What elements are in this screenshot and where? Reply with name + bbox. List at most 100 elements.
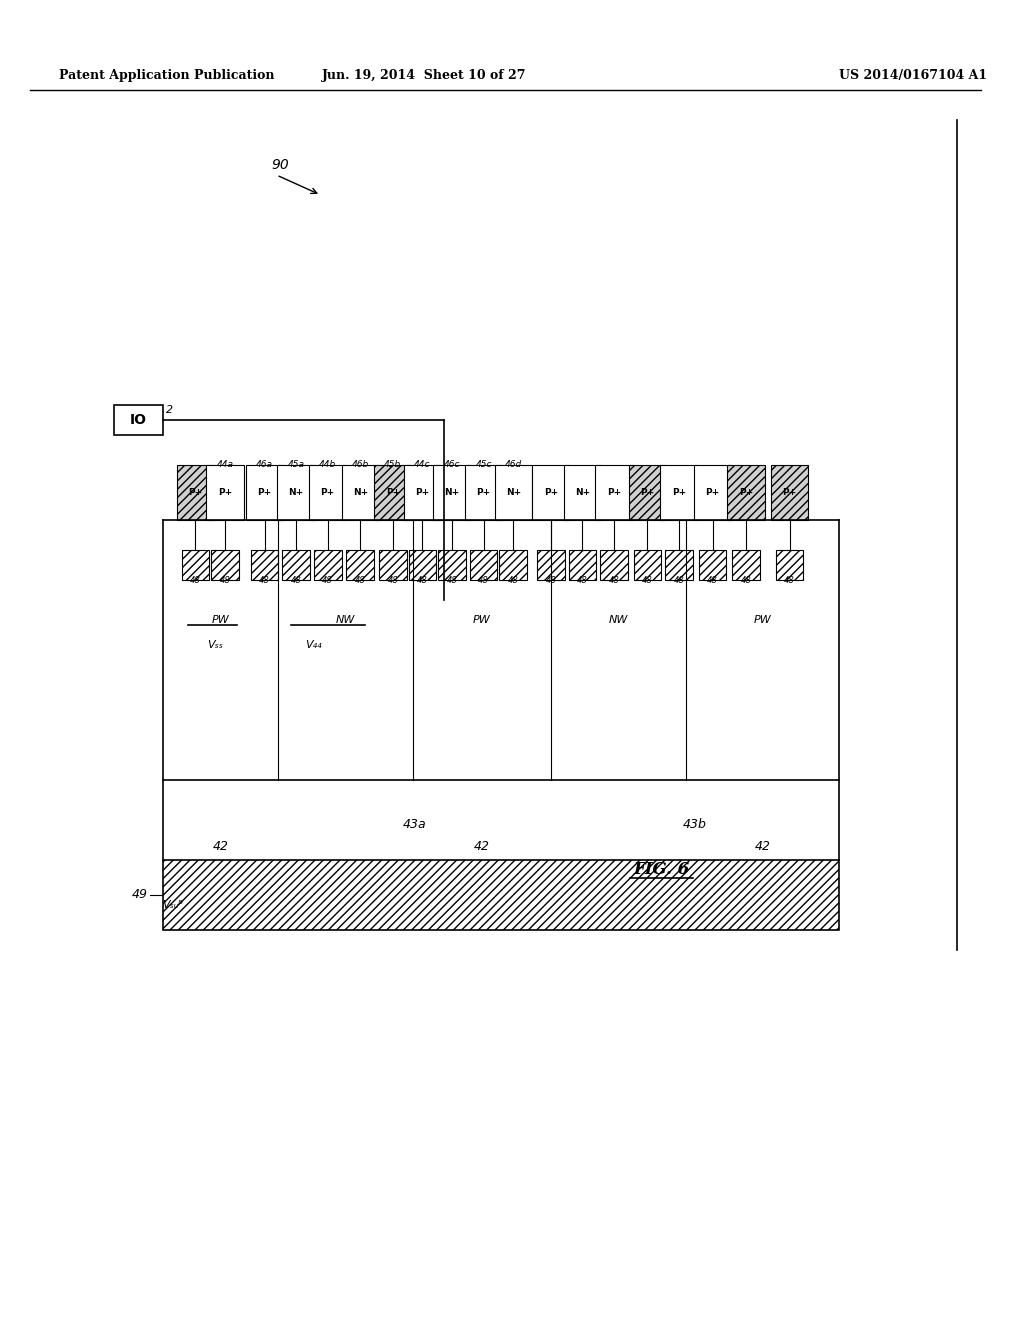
Text: 48: 48 [740,576,752,585]
Text: 42: 42 [755,840,770,853]
Text: P+: P+ [640,488,654,498]
Text: P+: P+ [782,488,797,498]
Bar [771,465,808,520]
Bar [278,465,314,520]
Text: 48: 48 [642,576,653,585]
Text: P+: P+ [218,488,232,498]
Bar [283,550,310,579]
Text: 2: 2 [166,405,173,414]
Text: N+: N+ [574,488,590,498]
Text: P+: P+ [321,488,335,498]
Text: NW: NW [336,615,355,624]
Text: 48: 48 [355,576,366,585]
Bar [727,465,765,520]
Bar [309,465,346,520]
Text: 46c: 46c [443,459,461,469]
Text: 48: 48 [708,576,718,585]
Bar [114,405,163,436]
Bar [537,550,564,579]
Text: 42: 42 [213,840,228,853]
Bar [433,465,471,520]
Text: PW: PW [212,615,229,624]
Text: 46d: 46d [505,459,522,469]
Bar [342,465,379,520]
Text: 48: 48 [190,576,201,585]
Bar [495,465,532,520]
Bar [776,550,804,579]
Text: Jun. 19, 2014  Sheet 10 of 27: Jun. 19, 2014 Sheet 10 of 27 [323,69,526,82]
Bar [314,550,342,579]
Bar [374,465,412,520]
Bar [666,550,693,579]
Bar [246,465,284,520]
Text: 48: 48 [674,576,684,585]
Text: 43a: 43a [402,818,426,832]
Bar [629,465,667,520]
Text: 48: 48 [608,576,620,585]
Text: P+: P+ [188,488,203,498]
Text: P+: P+ [544,488,558,498]
Text: 42: 42 [474,840,489,853]
Text: P+: P+ [416,488,430,498]
Text: 48: 48 [387,576,398,585]
Bar [694,465,731,520]
Bar [660,465,697,520]
Text: Patent Application Publication: Patent Application Publication [59,69,274,82]
Bar [211,550,239,579]
Text: P+: P+ [672,488,686,498]
Text: PW: PW [754,615,771,624]
Text: P+: P+ [739,488,754,498]
Bar [563,465,601,520]
Bar [181,550,209,579]
Text: US 2014/0167104 A1: US 2014/0167104 A1 [839,69,987,82]
Text: P+: P+ [386,488,400,498]
Text: N+: N+ [352,488,368,498]
Text: 48: 48 [220,576,230,585]
Text: 44c: 44c [414,459,431,469]
Bar [698,550,726,579]
Text: 46b: 46b [351,459,369,469]
Bar [251,550,279,579]
Text: 45c: 45c [475,459,492,469]
Text: 46a: 46a [256,459,273,469]
Bar [470,550,498,579]
Text: 48: 48 [417,576,428,585]
Text: 90: 90 [271,158,289,172]
Text: Vₛᵤᴮ: Vₛᵤᴮ [162,900,183,909]
Text: P+: P+ [257,488,271,498]
Text: 48: 48 [508,576,518,585]
Text: N+: N+ [289,488,304,498]
Text: 48: 48 [478,576,489,585]
Text: 48: 48 [446,576,458,585]
Text: 43b: 43b [683,818,707,832]
Text: P+: P+ [706,488,720,498]
Bar [600,550,628,579]
Text: 45b: 45b [384,459,401,469]
Bar [346,550,374,579]
Bar [568,550,596,579]
Bar [634,550,662,579]
Text: 48: 48 [577,576,588,585]
Text: NW: NW [608,615,628,624]
Text: Vₛₛ: Vₛₛ [207,640,223,649]
Text: IO: IO [130,413,146,426]
Text: P+: P+ [607,488,622,498]
Bar [409,550,436,579]
Text: N+: N+ [444,488,460,498]
Text: FIG. 6: FIG. 6 [633,862,689,879]
Bar [403,465,441,520]
Bar [177,465,214,520]
Bar [206,465,244,520]
Text: 49: 49 [132,888,148,902]
Bar [500,550,527,579]
Bar [532,465,569,520]
Text: P+: P+ [476,488,490,498]
Text: 48: 48 [784,576,795,585]
Text: 48: 48 [546,576,556,585]
Bar [465,465,503,520]
Bar [732,550,760,579]
Text: 44a: 44a [216,459,233,469]
Text: 48: 48 [291,576,301,585]
Text: 44b: 44b [319,459,336,469]
Bar [163,861,839,931]
